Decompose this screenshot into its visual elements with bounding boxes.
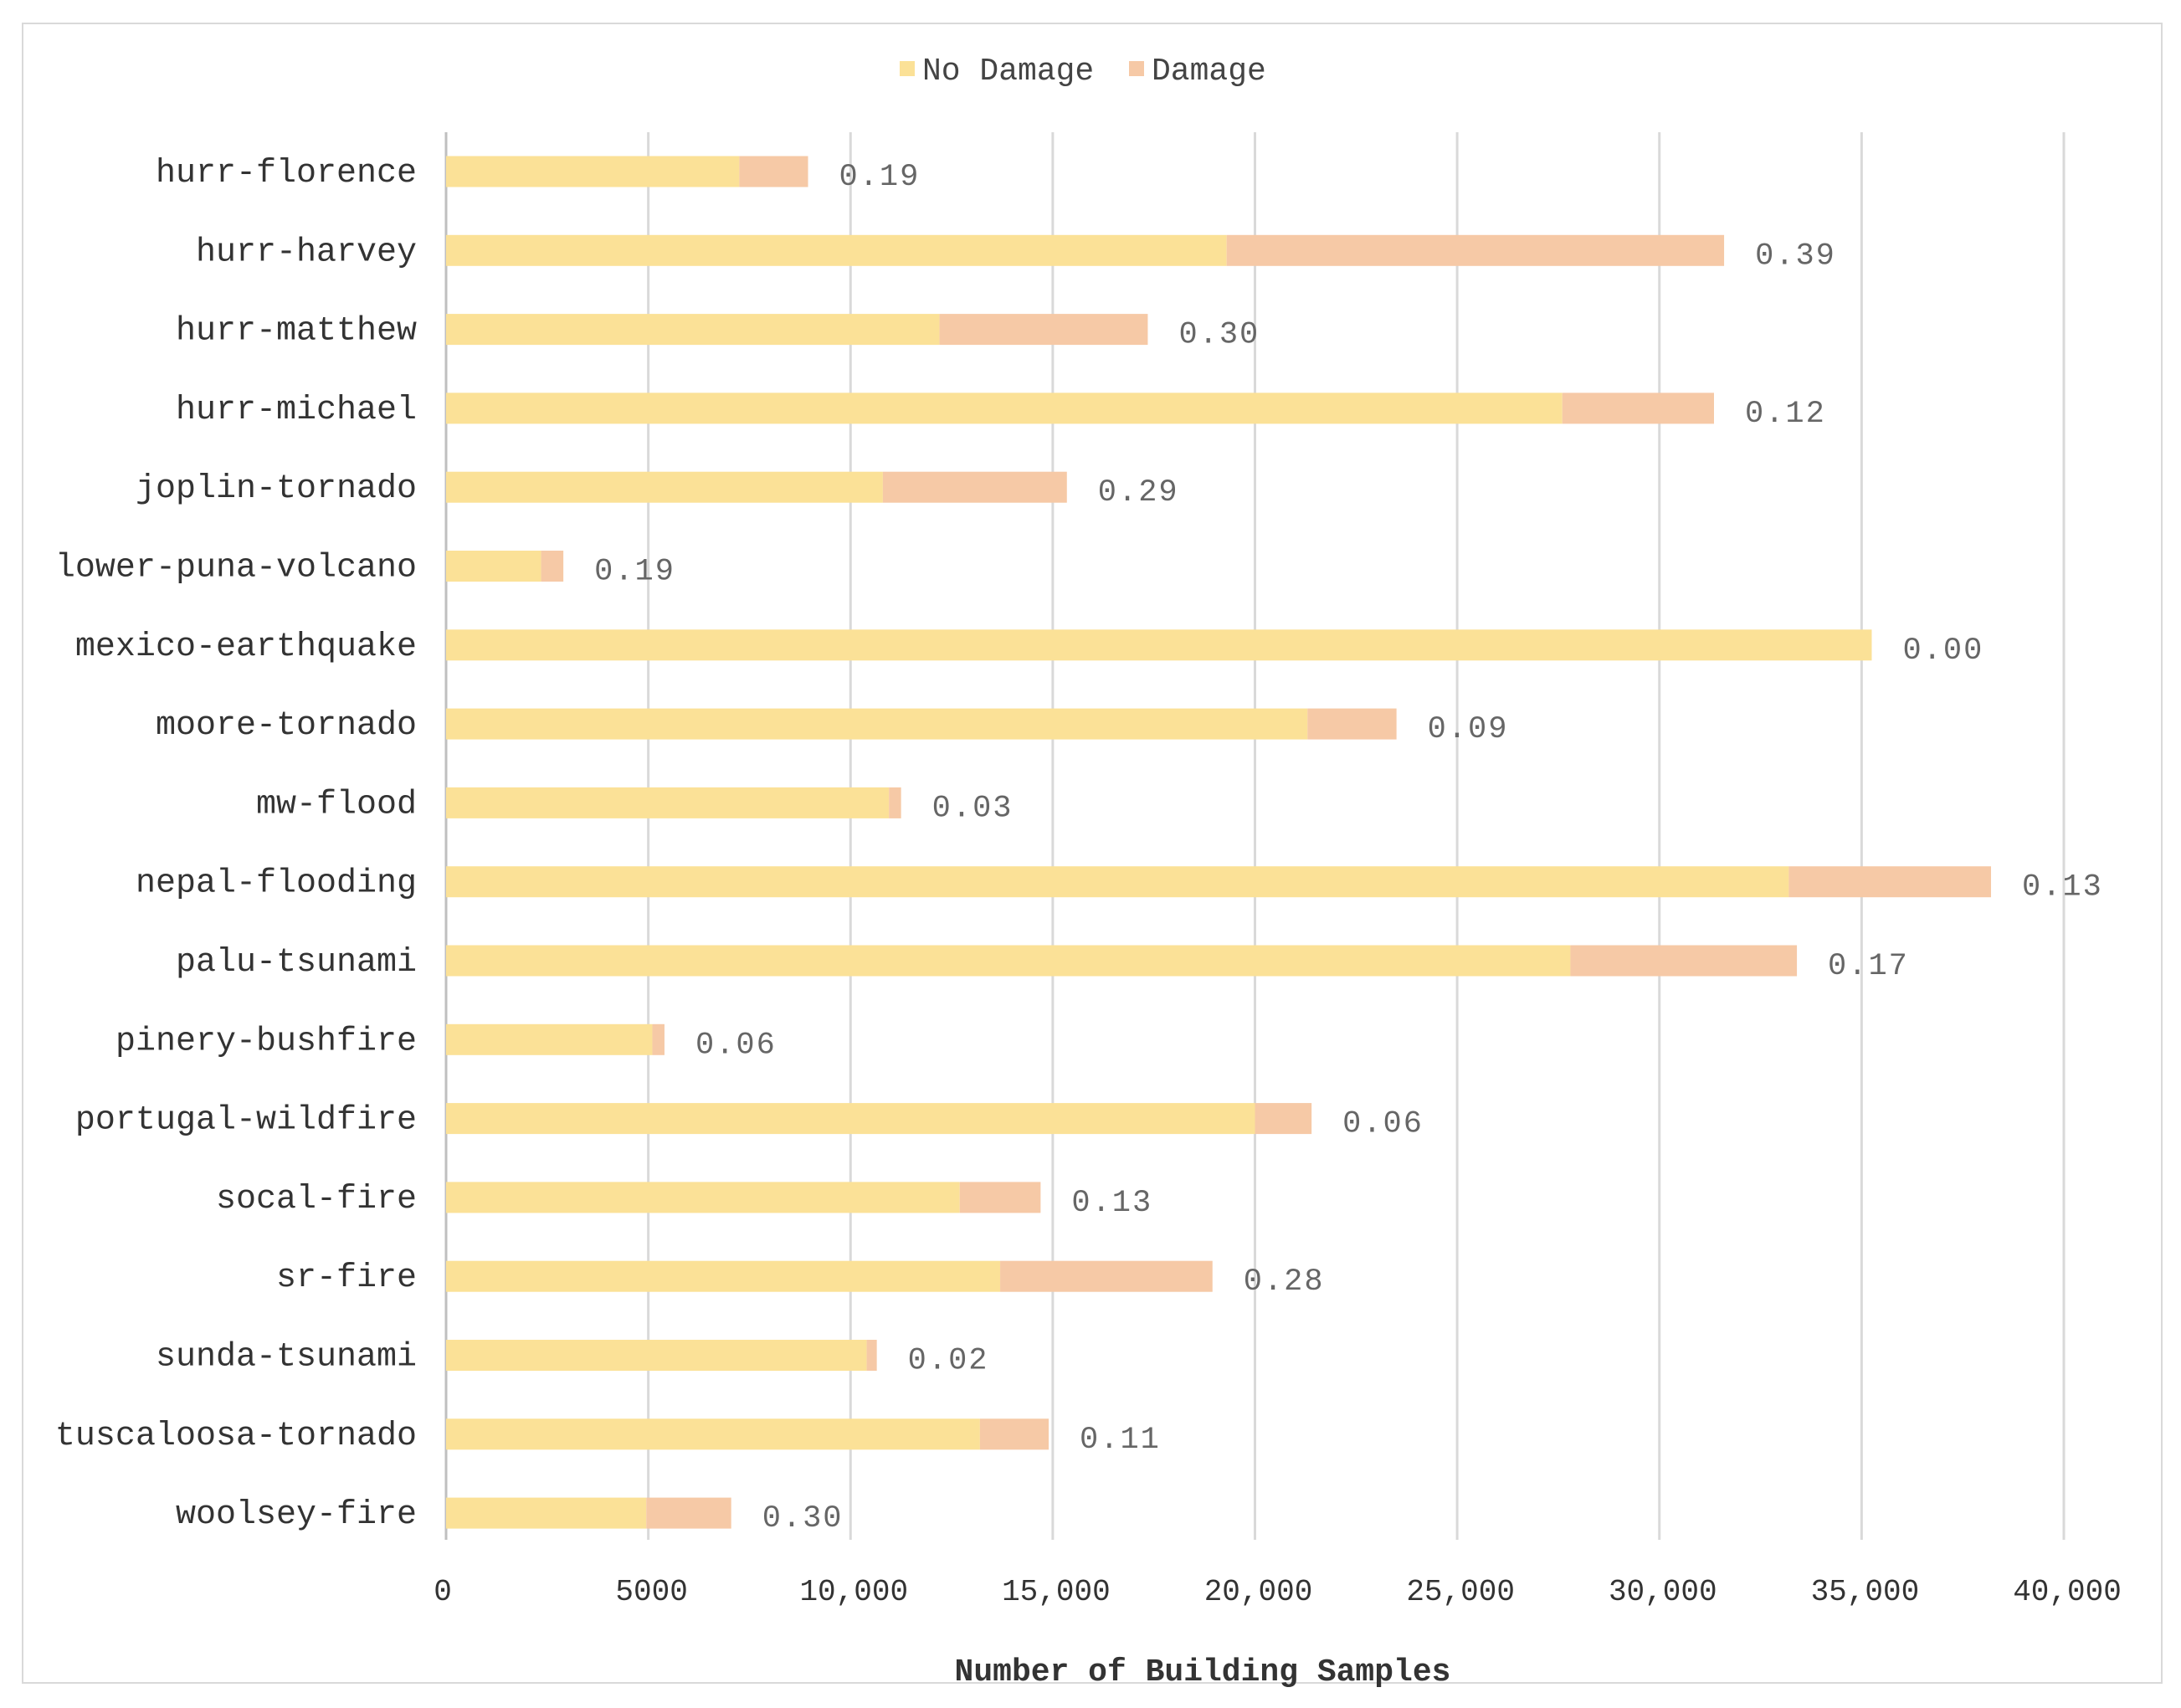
category-label: sr-fire (276, 1259, 417, 1297)
ratio-label: 0.13 (2022, 870, 2103, 905)
ratio-label: 0.00 (1902, 633, 1983, 669)
x-tick-label: 0 (434, 1575, 452, 1609)
ratio-label: 0.11 (1080, 1423, 1161, 1458)
bar-damage (1570, 945, 1798, 977)
bar-no-damage (446, 629, 1872, 661)
category-label: nepal-flooding (136, 865, 417, 903)
ratio-label: 0.03 (932, 791, 1014, 826)
bar-damage (1562, 392, 1714, 424)
bar-damage (1226, 234, 1725, 266)
x-tick-label: 40,000 (2013, 1575, 2122, 1609)
category-label: woolsey-fire (176, 1496, 417, 1534)
legend: No Damage Damage (900, 54, 1266, 90)
ratio-label: 0.09 (1428, 712, 1509, 747)
ratio-label: 0.02 (908, 1344, 989, 1379)
category-label: palu-tsunami (176, 944, 417, 982)
bar-no-damage (446, 945, 1571, 977)
category-label: moore-tornado (156, 707, 417, 745)
ratio-label: 0.28 (1244, 1264, 1325, 1300)
bar-damage (739, 156, 808, 187)
category-label: hurr-florence (156, 155, 417, 192)
bar-damage (882, 471, 1067, 503)
ratio-label: 0.06 (695, 1028, 777, 1063)
category-label: lower-puna-volcano (55, 550, 417, 587)
x-tick-label: 25,000 (1406, 1575, 1515, 1609)
bar-no-damage (446, 471, 883, 503)
ratio-label: 0.19 (594, 555, 675, 590)
x-tick-label: 35,000 (1811, 1575, 1920, 1609)
category-labels: hurr-florence hurr-harvey hurr-matthew hurr… (55, 155, 417, 1534)
bar-no-damage (446, 1340, 867, 1371)
bar-no-damage (446, 314, 940, 346)
legend-label: No Damage (922, 54, 1094, 90)
bar-no-damage (446, 234, 1227, 266)
category-label: mw-flood (256, 786, 417, 823)
x-tick-label: 30,000 (1609, 1575, 1717, 1609)
bars (446, 156, 1992, 1529)
chart-frame (22, 23, 2163, 1684)
bar-damage (939, 314, 1148, 346)
legend-swatch (1129, 61, 1144, 76)
bar-damage (541, 551, 564, 582)
bar-damage (889, 787, 901, 818)
x-tick-label: 15,000 (1002, 1575, 1111, 1609)
bar-damage (866, 1340, 877, 1371)
bar-no-damage (446, 1103, 1255, 1135)
ratio-label: 0.12 (1745, 397, 1826, 432)
bar-no-damage (446, 1497, 647, 1529)
bar-damage (652, 1023, 665, 1055)
bar-damage (1307, 708, 1397, 740)
bar-no-damage (446, 1418, 980, 1450)
category-label: joplin-tornado (136, 470, 417, 508)
x-axis-ticks: 0 5000 10,000 15,000 20,000 25,000 30,000 35,00… (434, 1575, 2122, 1609)
bar-no-damage (446, 1182, 960, 1213)
category-label: mexico-earthquake (75, 628, 417, 666)
bar-damage (646, 1497, 731, 1529)
ratio-label: 0.39 (1755, 239, 1836, 274)
bar-no-damage (446, 708, 1308, 740)
category-label: pinery-bushfire (115, 1023, 417, 1060)
bar-damage (959, 1182, 1041, 1213)
bar-no-damage (446, 1023, 653, 1055)
ratio-label: 0.06 (1342, 1107, 1424, 1142)
bar-no-damage (446, 787, 890, 818)
ratio-label: 0.19 (839, 160, 921, 195)
category-label: portugal-wildfire (75, 1102, 417, 1140)
bar-damage (1000, 1260, 1213, 1292)
x-tick-label: 5000 (615, 1575, 687, 1609)
legend-swatch (900, 61, 915, 76)
x-tick-label: 20,000 (1204, 1575, 1313, 1609)
bar-no-damage (446, 156, 740, 187)
category-label: sunda-tsunami (156, 1339, 417, 1377)
bar-no-damage (446, 1260, 1001, 1292)
category-label: socal-fire (216, 1181, 417, 1218)
bar-no-damage (446, 392, 1563, 424)
bar-damage (979, 1418, 1049, 1450)
category-label: hurr-michael (176, 392, 417, 429)
x-tick-label: 10,000 (799, 1575, 908, 1609)
ratio-label: 0.29 (1098, 475, 1179, 510)
ratio-labels: 0.19 0.39 0.30 0.12 0.29 0.19 0.00 0.09 0.03 0.13… (594, 160, 2103, 1536)
ratio-label: 0.13 (1071, 1186, 1152, 1221)
legend-label: Damage (1152, 54, 1266, 90)
category-label: tuscaloosa-tornado (55, 1418, 417, 1455)
bar-no-damage (446, 551, 541, 582)
ratio-label: 0.17 (1828, 949, 1909, 984)
ratio-label: 0.30 (762, 1501, 844, 1536)
ratio-label: 0.30 (1178, 318, 1260, 353)
category-label: hurr-matthew (176, 313, 417, 351)
bar-no-damage (446, 866, 1789, 898)
bar-damage (1255, 1103, 1312, 1135)
category-label: hurr-harvey (196, 233, 417, 271)
bar-damage (1788, 866, 1992, 898)
x-axis-title: Number of Building Samples (955, 1654, 1451, 1690)
gridlines (444, 132, 2066, 1540)
